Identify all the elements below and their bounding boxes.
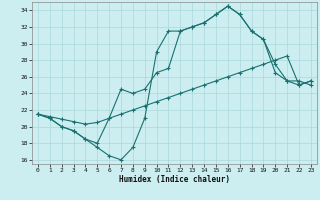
X-axis label: Humidex (Indice chaleur): Humidex (Indice chaleur) (119, 175, 230, 184)
